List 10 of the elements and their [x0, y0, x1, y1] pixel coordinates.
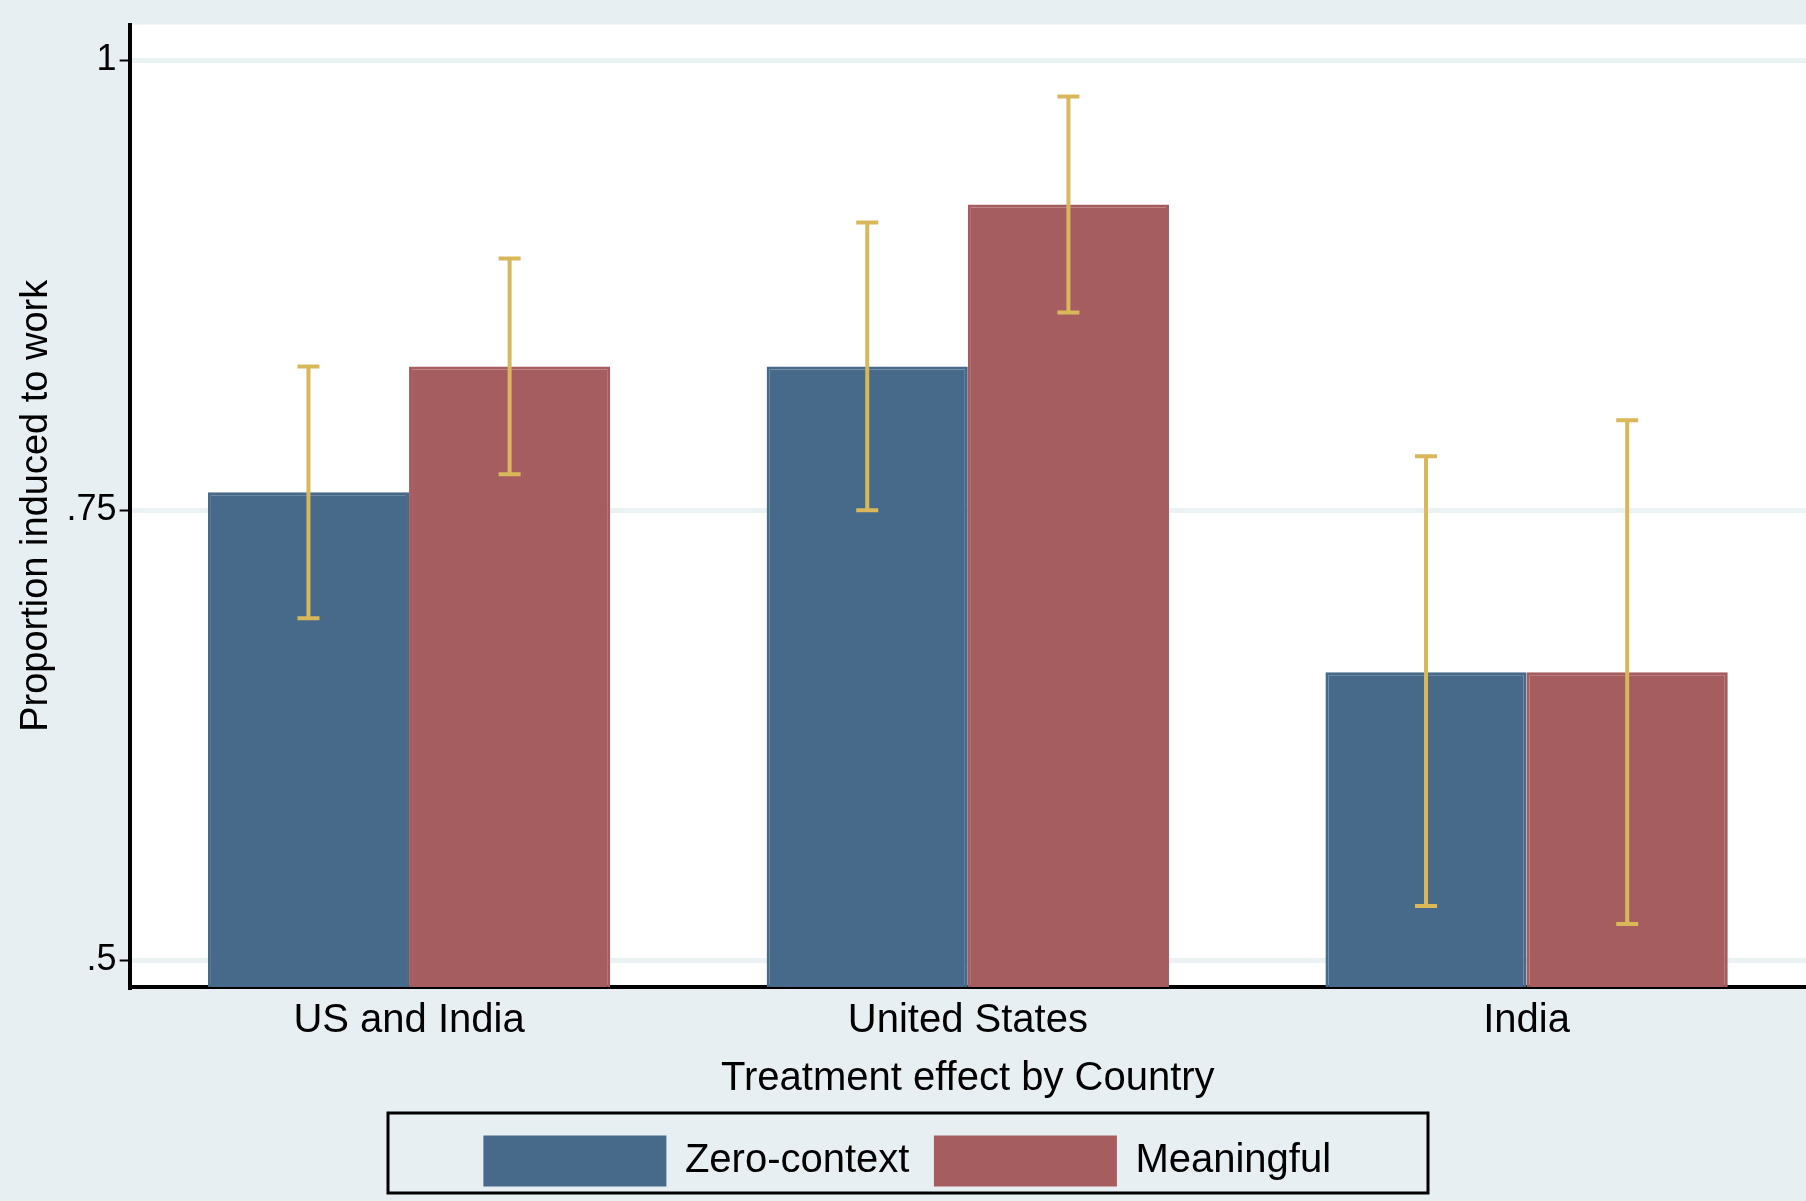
y-axis-title: Proportion induced to work: [13, 278, 56, 732]
x-tick-label: United States: [847, 996, 1088, 1041]
y-tick-label: .75: [66, 487, 117, 529]
x-tick-label: India: [1483, 996, 1571, 1041]
legend-label: Zero-context: [684, 1136, 910, 1181]
y-tick-label: 1: [96, 37, 117, 79]
legend-label: Meaningful: [1135, 1136, 1332, 1181]
y-tick-label: .5: [86, 936, 117, 978]
x-axis-title: Treatment effect by Country: [721, 1054, 1215, 1099]
x-tick-label: US and India: [293, 996, 526, 1041]
